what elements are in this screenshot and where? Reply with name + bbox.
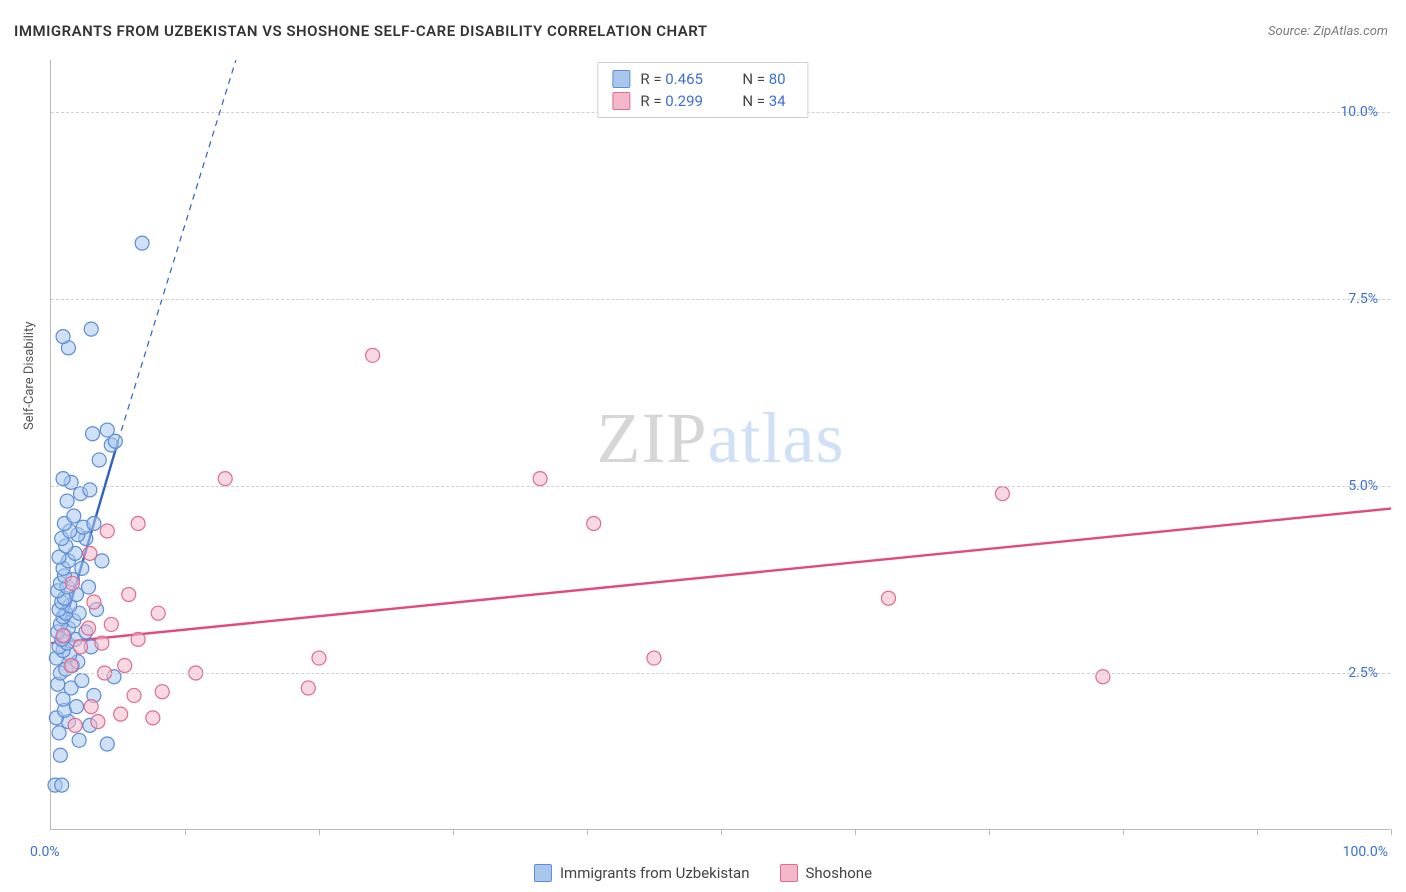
x-min-label: 0.0% [30,844,60,860]
data-point [127,688,141,702]
data-point [82,580,96,594]
plot-area: ZIPatlas 2.5%5.0%7.5%10.0% [50,60,1390,830]
x-tick [1391,829,1392,835]
data-point [68,718,82,732]
data-point [587,516,601,530]
data-point [53,748,67,762]
y-axis-label: Self-Care Disability [22,322,37,430]
data-point [100,737,114,751]
x-tick [989,829,990,835]
data-point [104,617,118,631]
legend-item: Immigrants from Uzbekistan [534,864,750,882]
data-point [1096,670,1110,684]
data-point [155,685,169,699]
y-tick-label: 7.5% [1348,291,1378,307]
legend-item: Shoshone [780,864,873,882]
trend-line-dashed [118,60,236,441]
data-point [301,681,315,695]
data-point [92,453,106,467]
data-point [72,733,86,747]
data-point [100,524,114,538]
data-point [95,554,109,568]
data-point [84,700,98,714]
data-point [83,483,97,497]
data-point [73,640,87,654]
data-point [146,711,160,725]
legend-swatch [780,864,798,882]
data-point [87,516,101,530]
data-point [56,330,70,344]
data-point [60,494,74,508]
legend-n: N = 80 [742,68,785,90]
legend-n: N = 34 [742,90,785,112]
data-point [118,659,132,673]
x-tick [453,829,454,835]
data-point [135,236,149,250]
legend-swatch [612,92,630,110]
x-tick [587,829,588,835]
legend-r: R = 0.299 [640,90,732,112]
legend-stats: R = 0.465 N = 80 R = 0.299 N = 34 [597,62,808,118]
data-point [64,659,78,673]
legend-stat-row: R = 0.299 N = 34 [612,90,785,112]
y-tick-label: 10.0% [1340,104,1378,120]
legend-label: Immigrants from Uzbekistan [560,864,750,882]
x-tick [185,829,186,835]
x-tick [855,829,856,835]
legend-swatch [612,70,630,88]
data-point [67,509,81,523]
legend-swatch [534,864,552,882]
data-point [95,636,109,650]
data-point [75,673,89,687]
chart-container: IMMIGRANTS FROM UZBEKISTAN VS SHOSHONE S… [0,0,1406,892]
data-point [131,516,145,530]
y-tick-label: 2.5% [1348,665,1378,681]
data-point [100,423,114,437]
trend-line [51,509,1391,644]
plot-svg [51,60,1390,829]
data-point [52,726,66,740]
data-point [312,651,326,665]
x-tick [1257,829,1258,835]
data-point [82,621,96,635]
data-point [56,472,70,486]
data-point [995,487,1009,501]
data-point [83,546,97,560]
data-point [75,561,89,575]
gridline [51,486,1390,487]
data-point [122,588,136,602]
data-point [91,715,105,729]
x-tick [319,829,320,835]
data-point [86,427,100,441]
data-point [366,348,380,362]
y-tick-label: 5.0% [1348,478,1378,494]
data-point [114,707,128,721]
data-point [218,472,232,486]
data-point [56,629,70,643]
gridline [51,673,1390,674]
source-label: Source: ZipAtlas.com [1268,24,1388,39]
gridline [51,299,1390,300]
chart-title: IMMIGRANTS FROM UZBEKISTAN VS SHOSHONE S… [14,22,708,40]
legend-stat-row: R = 0.465 N = 80 [612,68,785,90]
x-tick [721,829,722,835]
legend-r: R = 0.465 [640,68,732,90]
data-point [69,700,83,714]
data-point [131,632,145,646]
x-tick [1123,829,1124,835]
data-point [647,651,661,665]
data-point [87,595,101,609]
legend-label: Shoshone [806,864,873,882]
legend-series: Immigrants from Uzbekistan Shoshone [534,864,872,882]
data-point [533,472,547,486]
data-point [55,778,69,792]
data-point [84,322,98,336]
data-point [882,591,896,605]
data-point [65,576,79,590]
data-point [151,606,165,620]
x-max-label: 100.0% [1343,844,1388,860]
